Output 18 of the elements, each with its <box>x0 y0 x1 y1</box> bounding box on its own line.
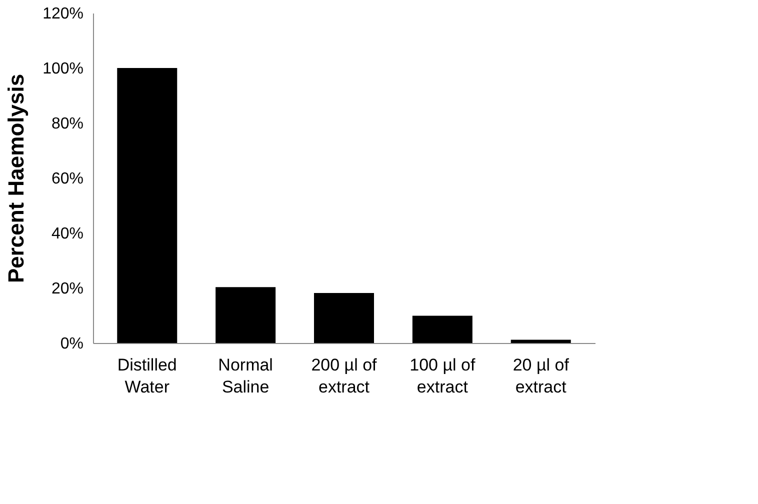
bar <box>117 68 178 343</box>
y-tick-label: 60% <box>51 170 84 188</box>
x-tick-label: 20 µl of extract <box>512 356 570 396</box>
y-tick-label: 0% <box>60 336 84 352</box>
bar <box>510 340 571 343</box>
x-tick-label: Normal Saline <box>218 356 273 396</box>
bar <box>314 292 374 343</box>
y-tick-label: 40% <box>51 226 84 242</box>
y-tick-label: 120% <box>42 6 84 22</box>
bar <box>216 287 276 343</box>
x-tick-label: 200 µl of extract <box>311 356 378 396</box>
y-tick-label: 80% <box>51 116 84 132</box>
x-tick-label: Distilled Water <box>117 356 177 396</box>
x-tick-label: 100 µl of extract <box>410 356 476 396</box>
y-axis-title: Percent Haemolysis <box>4 74 29 284</box>
bar <box>412 316 472 343</box>
y-tick-label: 100% <box>42 60 84 78</box>
y-tick-label: 20% <box>51 280 84 298</box>
